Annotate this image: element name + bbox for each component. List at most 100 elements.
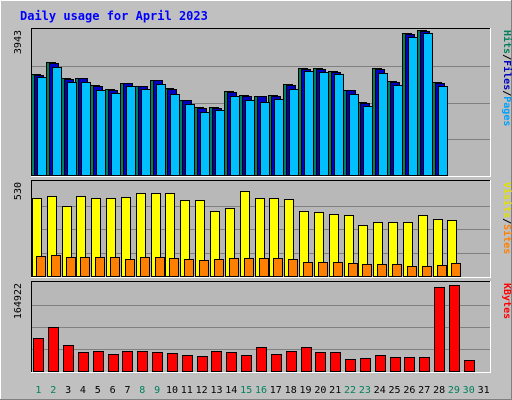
- x-tick-day-15: 15: [240, 385, 252, 396]
- x-tick-day-23: 23: [359, 385, 371, 396]
- axis-label-part: /: [501, 54, 512, 60]
- axis-label-part: /: [501, 90, 512, 96]
- x-axis-day-labels: 1 2 3 4 5 6 7 8 9 10 11 12 13 14 15 16 17 18 19 20 21 22 23 24 2…: [35, 385, 489, 396]
- bar-pages-day-13: [215, 110, 225, 176]
- panel-hits: 3943 Hits/Files/Pages: [13, 28, 512, 177]
- bar-pages-day-5: [96, 90, 106, 176]
- bar-pages-day-6: [111, 93, 121, 176]
- axis-label-part: KBytes: [501, 283, 512, 319]
- x-tick-day-21: 21: [329, 385, 341, 396]
- x-tick-day-28: 28: [433, 385, 445, 396]
- bar-sites-day-2: [51, 255, 61, 277]
- bar-sites-day-24: [377, 264, 387, 277]
- bar-kbytes-day-10: [167, 353, 178, 372]
- bar-kbytes-day-24: [375, 355, 386, 372]
- axis-label-visits: Visits/Sites: [501, 182, 512, 254]
- x-tick-day-22: 22: [344, 385, 356, 396]
- bar-kbytes-day-8: [137, 351, 148, 372]
- x-tick-day-2: 2: [50, 385, 56, 396]
- x-tick-day-17: 17: [270, 385, 282, 396]
- x-tick-day-14: 14: [225, 385, 237, 396]
- bar-pages-day-2: [52, 67, 62, 176]
- bar-sites-day-4: [80, 257, 90, 277]
- bar-kbytes-day-9: [152, 352, 163, 372]
- bar-kbytes-day-28: [434, 287, 445, 372]
- x-tick-day-19: 19: [299, 385, 311, 396]
- bar-sites-day-6: [110, 257, 120, 277]
- x-tick-day-24: 24: [374, 385, 386, 396]
- y-max-label-kbytes: 164922: [13, 283, 24, 319]
- bar-kbytes-day-26: [404, 357, 415, 372]
- bar-sites-day-22: [348, 263, 358, 277]
- x-tick-day-1: 1: [35, 385, 41, 396]
- bar-sites-day-26: [407, 266, 417, 277]
- bar-pages-day-10: [170, 94, 180, 176]
- bar-kbytes-day-12: [197, 356, 208, 372]
- axis-label-part: Pages: [501, 96, 512, 126]
- bar-pages-day-28: [438, 86, 448, 176]
- x-tick-day-5: 5: [95, 385, 101, 396]
- bar-sites-day-18: [288, 259, 298, 277]
- x-tick-day-7: 7: [124, 385, 130, 396]
- bar-kbytes-day-7: [122, 351, 133, 372]
- bar-kbytes-day-16: [256, 347, 267, 372]
- bar-pages-day-26: [408, 37, 418, 176]
- x-tick-day-30: 30: [463, 385, 475, 396]
- axis-label-kbytes: KBytes: [501, 283, 512, 319]
- bar-kbytes-day-22: [345, 359, 356, 372]
- panel-visits: 530 Visits/Sites: [13, 180, 512, 278]
- bar-sites-day-25: [392, 264, 402, 277]
- x-tick-day-6: 6: [110, 385, 116, 396]
- bar-kbytes-day-2: [48, 327, 59, 372]
- bar-sites-day-29: [451, 263, 461, 277]
- bar-pages-day-20: [319, 72, 329, 176]
- axis-label-hits: Hits/Files/Pages: [501, 30, 512, 126]
- bar-kbytes-day-6: [108, 354, 119, 372]
- x-tick-day-25: 25: [388, 385, 400, 396]
- bar-sites-day-7: [125, 259, 135, 277]
- x-tick-day-13: 13: [210, 385, 222, 396]
- x-tick-day-31: 31: [478, 385, 490, 396]
- bar-sites-day-14: [229, 258, 239, 277]
- bar-kbytes-day-1: [33, 338, 44, 372]
- bar-pages-day-4: [81, 82, 91, 176]
- x-tick-day-9: 9: [154, 385, 160, 396]
- y-max-label-visits: 530: [13, 182, 24, 200]
- bar-kbytes-day-3: [63, 345, 74, 372]
- bar-pages-day-3: [67, 82, 77, 176]
- bar-sites-day-8: [140, 257, 150, 277]
- x-tick-day-8: 8: [139, 385, 145, 396]
- x-tick-day-20: 20: [314, 385, 326, 396]
- bar-pages-day-7: [126, 86, 136, 176]
- bar-pages-day-1: [37, 77, 47, 176]
- bar-sites-day-3: [66, 257, 76, 277]
- x-tick-day-4: 4: [80, 385, 86, 396]
- bar-kbytes-day-23: [360, 358, 371, 372]
- bar-sites-day-1: [36, 256, 46, 277]
- x-tick-day-26: 26: [403, 385, 415, 396]
- bar-kbytes-day-19: [301, 347, 312, 372]
- bar-kbytes-day-21: [330, 352, 341, 372]
- bar-kbytes-day-17: [271, 354, 282, 372]
- bar-sites-day-23: [362, 264, 372, 277]
- bar-sites-day-20: [318, 262, 328, 277]
- chart-panels: 3943 Hits/Files/Pages 530 Visits/Sites 16492…: [13, 28, 512, 373]
- bar-pages-day-24: [378, 73, 388, 176]
- bar-kbytes-day-25: [390, 357, 401, 372]
- bar-pages-day-23: [363, 106, 373, 176]
- bar-kbytes-day-20: [315, 352, 326, 372]
- x-tick-day-18: 18: [285, 385, 297, 396]
- x-tick-day-10: 10: [166, 385, 178, 396]
- bar-kbytes-day-13: [211, 351, 222, 372]
- bar-pages-day-11: [185, 104, 195, 176]
- bar-sites-day-16: [259, 258, 269, 277]
- y-max-label-hits: 3943: [13, 30, 24, 54]
- bar-kbytes-day-30: [464, 360, 475, 372]
- bar-pages-day-27: [423, 33, 433, 176]
- bar-pages-day-25: [393, 85, 403, 176]
- bar-pages-day-21: [334, 74, 344, 176]
- axis-label-part: Files: [501, 60, 512, 90]
- chart-title: Daily usage for April 2023: [20, 9, 208, 23]
- bar-pages-day-12: [200, 112, 210, 176]
